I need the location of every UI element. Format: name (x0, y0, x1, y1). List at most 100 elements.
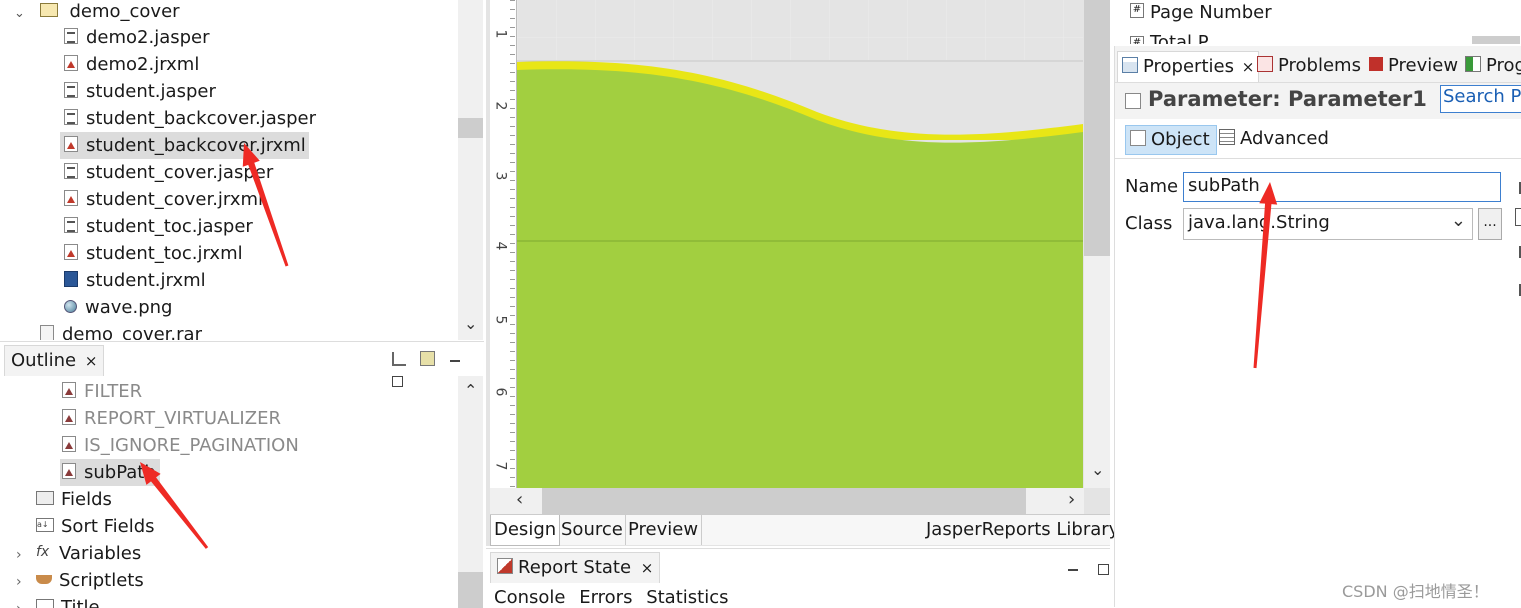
subtab-object[interactable]: Object (1125, 125, 1217, 155)
file-item[interactable]: wave.png (64, 294, 172, 321)
name-field[interactable]: subPath (1183, 172, 1501, 202)
outline-node-label: Title (61, 597, 100, 608)
close-icon[interactable]: × (1241, 58, 1255, 76)
file-item[interactable]: student_backcover.jrxml (60, 132, 309, 159)
ruler-tick (510, 135, 515, 136)
file-item[interactable]: student_cover.jasper (64, 159, 273, 186)
chevron-right-icon[interactable]: › (16, 547, 22, 563)
canvas-hscrollbar[interactable]: ‹ › (490, 488, 1084, 514)
tab-source[interactable]: Source (559, 515, 626, 545)
scroll-right-icon[interactable]: › (1068, 489, 1076, 510)
tab-progress[interactable]: Prog (1459, 51, 1521, 81)
report-state-tabs: Console Errors Statistics (494, 587, 729, 608)
ruler-tick (510, 486, 515, 487)
close-icon[interactable]: × (640, 559, 654, 577)
canvas-scrollbar-thumb[interactable] (1084, 0, 1110, 256)
class-select[interactable]: java.lang.String ⌄ (1183, 208, 1473, 240)
edge-checkbox[interactable] (1515, 208, 1521, 226)
outline-parameter[interactable]: REPORT_VIRTUALIZER (62, 405, 281, 432)
fields-icon (36, 491, 54, 505)
file-item[interactable]: demo2.jasper (64, 24, 210, 51)
file-item[interactable]: student_toc.jrxml (64, 240, 243, 267)
jasper-file-icon (64, 109, 78, 125)
palette-item-total[interactable]: # Total P... (1130, 32, 1223, 44)
minimize-icon[interactable] (1068, 569, 1078, 571)
maximize-icon[interactable] (1097, 564, 1109, 575)
minimize-icon[interactable] (450, 360, 461, 362)
scroll-up-icon[interactable]: ⌄ (464, 380, 478, 399)
canvas-scrollbar[interactable]: ⌄ (1084, 0, 1110, 488)
outline-parameter[interactable]: FILTER (62, 378, 142, 405)
layout-icon[interactable] (419, 351, 435, 366)
outline-node[interactable]: a↓ Sort Fields (16, 513, 155, 540)
file-name: student.jasper (86, 81, 216, 102)
subtab-advanced[interactable]: Advanced (1219, 125, 1329, 153)
scroll-left-icon[interactable]: ‹ (516, 489, 524, 510)
outline-parameter[interactable]: subPath (60, 459, 160, 486)
file-item[interactable]: student_backcover.jasper (64, 105, 316, 132)
maximize-icon[interactable] (392, 376, 403, 387)
folder-row[interactable]: ⌄ demo_cover (14, 0, 180, 25)
tab-design[interactable]: Design (490, 515, 561, 546)
ruler-tick (510, 252, 515, 253)
parameter-name: subPath (84, 462, 156, 483)
tab-preview[interactable]: Preview (625, 515, 703, 545)
chevron-right-icon[interactable]: › (16, 596, 36, 608)
ruler-tick (510, 432, 515, 433)
jrxml-file-icon (64, 244, 78, 260)
report-state-tab[interactable]: Report State × (490, 552, 661, 583)
tab-properties[interactable]: Properties × (1117, 51, 1260, 82)
tab-errors[interactable]: Errors (579, 587, 633, 608)
project-scrollbar[interactable]: ⌄ (458, 0, 483, 340)
palette-item-page-number[interactable]: # Page Number (1130, 2, 1272, 23)
outline-node[interactable]: Fields (16, 486, 112, 513)
canvas-hscrollbar-thumb[interactable] (542, 488, 1026, 514)
ruler-tick (510, 234, 515, 235)
archive-row[interactable]: demo_cover.rar (40, 321, 202, 340)
file-item[interactable]: student_toc.jasper (64, 213, 253, 240)
ruler-tick (510, 423, 515, 424)
scroll-down-icon[interactable]: ⌄ (464, 314, 478, 333)
ruler-tick (510, 351, 515, 352)
ruler-tick (510, 171, 515, 172)
ruler-label: 1 (492, 29, 509, 39)
scroll-down-icon[interactable]: ⌄ (1091, 460, 1105, 479)
file-item[interactable]: demo2.jrxml (64, 51, 199, 78)
properties-tab-bar: Properties × Problems Preview Prog (1115, 46, 1521, 83)
archive-file-icon (40, 325, 54, 340)
chevron-down-icon[interactable]: ⌄ (1450, 210, 1466, 231)
palette-scrollbar-thumb[interactable] (1472, 36, 1520, 44)
parameter-icon (62, 409, 76, 425)
tab-preview[interactable]: Preview (1363, 51, 1464, 81)
outline-scrollbar[interactable]: ⌄ (458, 376, 483, 608)
outline-parameter[interactable]: IS_IGNORE_PAGINATION (62, 432, 299, 459)
ruler-tick (510, 315, 515, 316)
tab-problems[interactable]: Problems (1251, 51, 1367, 81)
file-item[interactable]: student.jrxml (64, 267, 206, 294)
search-input[interactable]: Search Pr (1440, 85, 1521, 113)
tree-icon[interactable] (392, 352, 406, 366)
tab-statistics[interactable]: Statistics (646, 587, 729, 608)
ruler-tick (510, 207, 515, 208)
tab-console[interactable]: Console (494, 587, 566, 608)
chevron-right-icon[interactable]: › (16, 574, 22, 590)
outline-node[interactable]: › Scriptlets (16, 567, 144, 594)
outline-scrollbar-thumb[interactable] (458, 572, 483, 608)
progress-icon (1465, 56, 1481, 72)
report-canvas[interactable] (517, 0, 1083, 488)
outline-node[interactable]: › fx Variables (16, 540, 141, 567)
file-item[interactable]: student.jasper (64, 78, 216, 105)
outline-tab[interactable]: Outline × (4, 345, 105, 376)
browse-button[interactable]: ... (1478, 208, 1502, 240)
properties-icon (1122, 57, 1138, 73)
project-scrollbar-thumb[interactable] (458, 118, 483, 138)
ruler-tick (510, 144, 515, 145)
outline-node[interactable]: › Title (16, 594, 100, 608)
close-icon[interactable]: × (84, 352, 98, 370)
chevron-down-icon[interactable]: ⌄ (14, 6, 25, 21)
ruler-tick (510, 189, 515, 190)
file-item[interactable]: student_cover.jrxml (64, 186, 263, 213)
ruler-tick (510, 270, 515, 271)
ruler-tick (510, 81, 515, 82)
